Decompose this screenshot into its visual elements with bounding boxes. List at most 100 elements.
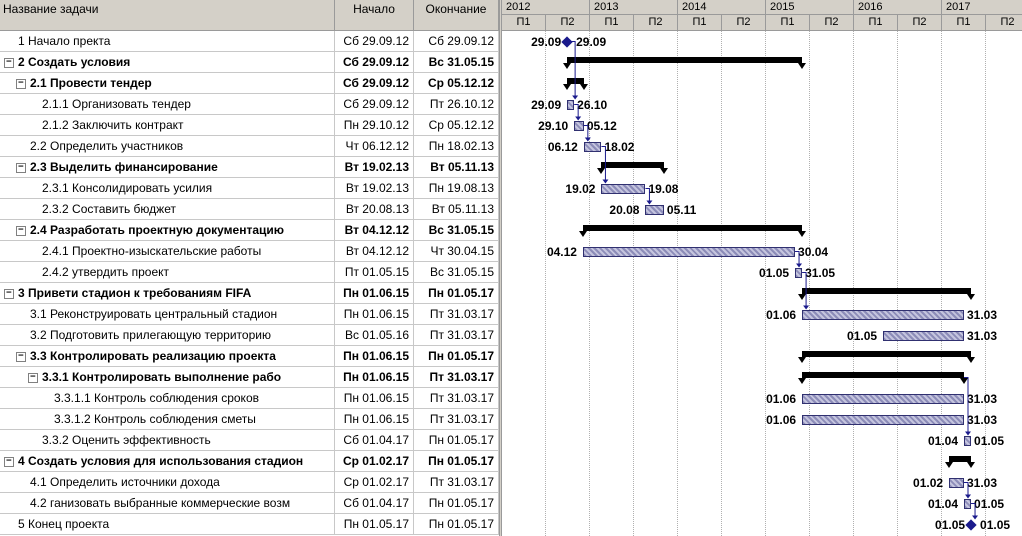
task-name-cell[interactable]: −3.3.1 Контролировать выполнение рабо	[0, 367, 335, 388]
task-start-cell[interactable]: Пн 01.06.15	[335, 346, 414, 367]
task-name-cell[interactable]: 2.1.2 Заключить контракт	[0, 115, 335, 136]
task-name-cell[interactable]: −4 Создать условия для использования ста…	[0, 451, 335, 472]
column-header-name[interactable]: Название задачи	[0, 0, 335, 31]
task-name-cell[interactable]: 2.2 Определить участников	[0, 136, 335, 157]
task-end-cell[interactable]: Пт 31.03.17	[414, 409, 499, 430]
task-bar[interactable]	[949, 477, 964, 488]
table-row[interactable]: 2.3.2 Составить бюджет Вт 20.08.13 Вт 05.1…	[0, 199, 499, 220]
task-end-cell[interactable]: Вс 31.05.15	[414, 52, 499, 73]
table-row[interactable]: −3.3.1 Контролировать выполнение рабо Пн …	[0, 367, 499, 388]
task-end-cell[interactable]: Пн 01.05.17	[414, 493, 499, 514]
pane-splitter[interactable]	[499, 0, 502, 536]
task-name-cell[interactable]: 2.4.1 Проектно-изыскательские работы	[0, 241, 335, 262]
table-row[interactable]: 3.1 Реконструировать центральный стадион…	[0, 304, 499, 325]
task-end-cell[interactable]: Пт 31.03.17	[414, 367, 499, 388]
task-name-cell[interactable]: 2.1.1 Организовать тендер	[0, 94, 335, 115]
task-start-cell[interactable]: Вс 01.05.16	[335, 325, 414, 346]
task-name-cell[interactable]: 3.3.1.1 Контроль соблюдения сроков	[0, 388, 335, 409]
table-row[interactable]: −4 Создать условия для использования ста…	[0, 451, 499, 472]
task-bar[interactable]	[582, 246, 796, 257]
table-row[interactable]: 2.4.1 Проектно-изыскательские работы Вт 0…	[0, 241, 499, 262]
task-start-cell[interactable]: Пн 01.06.15	[335, 409, 414, 430]
column-header-start[interactable]: Начало	[335, 0, 414, 31]
task-name-cell[interactable]: 1 Начало пректа	[0, 31, 335, 52]
task-name-cell[interactable]: −2.3 Выделить финансирование	[0, 157, 335, 178]
table-row[interactable]: 2.4.2 утвердить проект Пт 01.05.15 Вс 31.0…	[0, 262, 499, 283]
task-end-cell[interactable]: Пн 01.05.17	[414, 451, 499, 472]
summary-bar[interactable]	[945, 455, 976, 468]
collapse-toggle-icon[interactable]: −	[16, 225, 26, 236]
table-row[interactable]: −2.1 Провести тендер Сб 29.09.12 Ср 05.12.…	[0, 73, 499, 94]
task-name-cell[interactable]: −3.3 Контролировать реализацию проекта	[0, 346, 335, 367]
summary-bar[interactable]	[597, 161, 669, 174]
summary-bar[interactable]	[798, 371, 968, 384]
task-end-cell[interactable]: Сб 29.09.12	[414, 31, 499, 52]
task-start-cell[interactable]: Ср 01.02.17	[335, 472, 414, 493]
task-start-cell[interactable]: Вт 04.12.12	[335, 220, 414, 241]
task-bar[interactable]	[601, 183, 646, 194]
task-bar[interactable]	[964, 498, 972, 509]
collapse-toggle-icon[interactable]: −	[4, 288, 14, 299]
task-end-cell[interactable]: Ср 05.12.12	[414, 73, 499, 94]
task-end-cell[interactable]: Пт 31.03.17	[414, 388, 499, 409]
task-end-cell[interactable]: Пн 01.05.17	[414, 346, 499, 367]
table-row[interactable]: −3.3 Контролировать реализацию проекта Пн…	[0, 346, 499, 367]
task-start-cell[interactable]: Вт 19.02.13	[335, 157, 414, 178]
table-row[interactable]: 3.3.1.1 Контроль соблюдения сроков Пн 01.…	[0, 388, 499, 409]
task-name-cell[interactable]: −2.4 Разработать проектную документацию	[0, 220, 335, 241]
table-row[interactable]: −2 Создать условия Сб 29.09.12 Вс 31.05.15	[0, 52, 499, 73]
task-start-cell[interactable]: Вт 19.02.13	[335, 178, 414, 199]
task-end-cell[interactable]: Пн 18.02.13	[414, 136, 499, 157]
task-name-cell[interactable]: 5 Конец проекта	[0, 514, 335, 535]
task-end-cell[interactable]: Пт 31.03.17	[414, 304, 499, 325]
task-end-cell[interactable]: Пт 31.03.17	[414, 325, 499, 346]
table-row[interactable]: 4.2 ганизовать выбранные коммерческие во…	[0, 493, 499, 514]
task-start-cell[interactable]: Пн 01.06.15	[335, 388, 414, 409]
summary-bar[interactable]	[798, 350, 975, 363]
table-row[interactable]: 2.1.2 Заключить контракт Пн 29.10.12 Ср 05…	[0, 115, 499, 136]
task-bar[interactable]	[802, 393, 964, 404]
task-start-cell[interactable]: Вт 04.12.12	[335, 241, 414, 262]
task-end-cell[interactable]: Пт 31.03.17	[414, 472, 499, 493]
task-end-cell[interactable]: Ср 05.12.12	[414, 115, 499, 136]
table-row[interactable]: 1 Начало пректа Сб 29.09.12 Сб 29.09.12	[0, 31, 499, 52]
collapse-toggle-icon[interactable]: −	[16, 78, 26, 89]
table-row[interactable]: 5 Конец проекта Пн 01.05.17 Пн 01.05.17	[0, 514, 499, 535]
task-end-cell[interactable]: Пн 01.05.17	[414, 283, 499, 304]
task-start-cell[interactable]: Сб 29.09.12	[335, 94, 414, 115]
task-end-cell[interactable]: Пн 01.05.17	[414, 514, 499, 535]
task-start-cell[interactable]: Пн 01.06.15	[335, 283, 414, 304]
table-row[interactable]: 3.3.2 Оценить эффективность Сб 01.04.17 Пн…	[0, 430, 499, 451]
table-row[interactable]: 3.3.1.2 Контроль соблюдения сметы Пн 01.0…	[0, 409, 499, 430]
table-row[interactable]: −2.3 Выделить финансирование Вт 19.02.13 В…	[0, 157, 499, 178]
task-start-cell[interactable]: Пн 29.10.12	[335, 115, 414, 136]
task-start-cell[interactable]: Пн 01.06.15	[335, 304, 414, 325]
summary-bar[interactable]	[798, 287, 975, 300]
task-name-cell[interactable]: 3.3.2 Оценить эффективность	[0, 430, 335, 451]
task-name-cell[interactable]: 4.2 ганизовать выбранные коммерческие во…	[0, 493, 335, 514]
task-start-cell[interactable]: Пн 01.05.17	[335, 514, 414, 535]
task-end-cell[interactable]: Пн 19.08.13	[414, 178, 499, 199]
table-row[interactable]: −2.4 Разработать проектную документацию В…	[0, 220, 499, 241]
task-bar[interactable]	[795, 267, 803, 278]
summary-bar[interactable]	[578, 224, 807, 237]
task-end-cell[interactable]: Вс 31.05.15	[414, 220, 499, 241]
task-name-cell[interactable]: 3.3.1.2 Контроль соблюдения сметы	[0, 409, 335, 430]
task-start-cell[interactable]: Ср 01.02.17	[335, 451, 414, 472]
task-name-cell[interactable]: 4.1 Определить источники дохода	[0, 472, 335, 493]
task-start-cell[interactable]: Сб 01.04.17	[335, 430, 414, 451]
task-start-cell[interactable]: Пн 01.06.15	[335, 367, 414, 388]
task-start-cell[interactable]: Сб 01.04.17	[335, 493, 414, 514]
task-end-cell[interactable]: Пн 01.05.17	[414, 430, 499, 451]
summary-bar[interactable]	[563, 56, 807, 69]
task-start-cell[interactable]: Сб 29.09.12	[335, 73, 414, 94]
task-end-cell[interactable]: Вт 05.11.13	[414, 199, 499, 220]
task-end-cell[interactable]: Чт 30.04.15	[414, 241, 499, 262]
table-row[interactable]: 2.3.1 Консолидировать усилия Вт 19.02.13 П…	[0, 178, 499, 199]
task-end-cell[interactable]: Вс 31.05.15	[414, 262, 499, 283]
task-start-cell[interactable]: Сб 29.09.12	[335, 31, 414, 52]
table-row[interactable]: 3.2 Подготовить прилегающую территорию Вс…	[0, 325, 499, 346]
task-name-cell[interactable]: 2.3.1 Консолидировать усилия	[0, 178, 335, 199]
task-name-cell[interactable]: 3.1 Реконструировать центральный стадион	[0, 304, 335, 325]
table-row[interactable]: 4.1 Определить источники дохода Ср 01.02.…	[0, 472, 499, 493]
